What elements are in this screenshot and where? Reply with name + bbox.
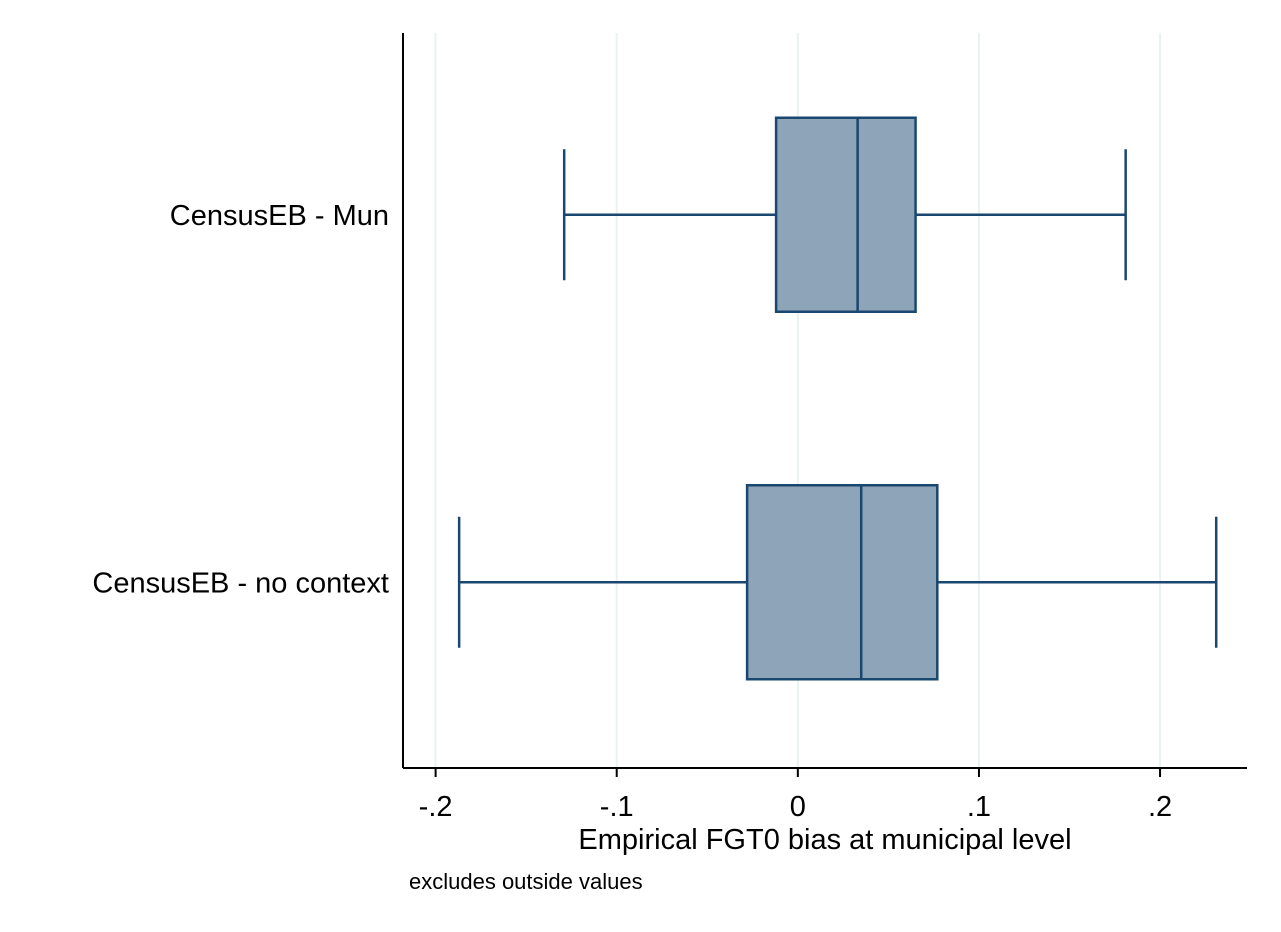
axes (402, 33, 1247, 769)
y-category-label: CensusEB - no context (92, 567, 389, 599)
chart-note: excludes outside values (409, 869, 643, 894)
x-tick-label: .1 (967, 791, 991, 823)
x-tick-label: 0 (790, 791, 806, 823)
x-axis-ticks: -.2 -.1 0 .1 .2 (419, 768, 1172, 823)
box-plot-series (457, 116, 1218, 681)
x-tick-label: .2 (1148, 791, 1172, 823)
interquartile-box (774, 116, 917, 313)
x-tick-label: -.2 (419, 791, 453, 823)
x-axis-title: Empirical FGT0 bias at municipal level (578, 824, 1071, 856)
interquartile-box (745, 484, 939, 681)
box-plot-group (562, 116, 1127, 313)
y-axis-category-labels: CensusEB - Mun CensusEB - no context (92, 200, 389, 600)
box-plot-group (457, 484, 1218, 681)
y-category-label: CensusEB - Mun (170, 200, 389, 232)
x-tick-label: -.1 (600, 791, 634, 823)
